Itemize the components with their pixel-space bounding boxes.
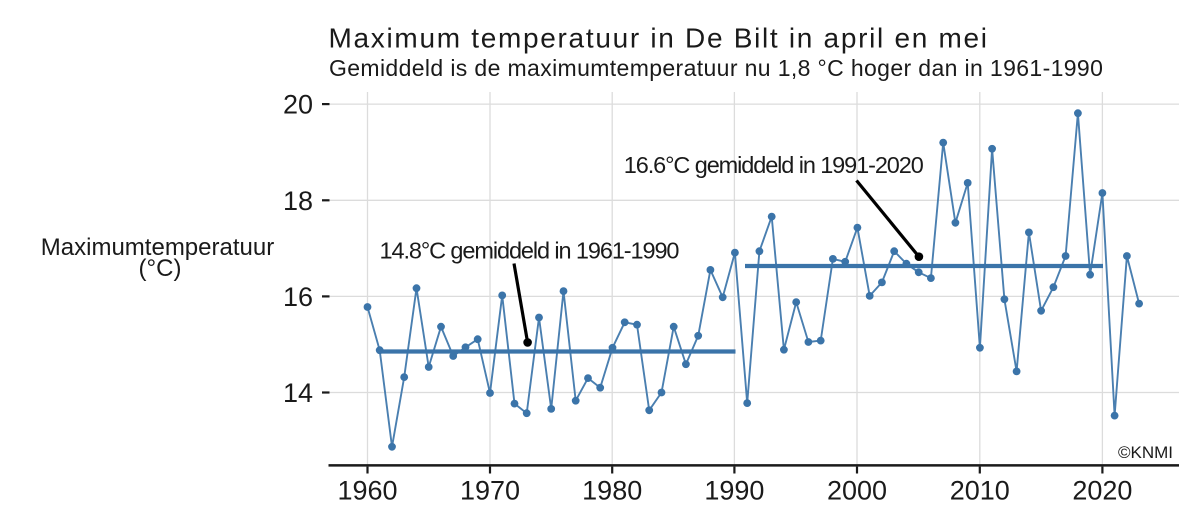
svg-text:1990: 1990 [704, 476, 764, 506]
svg-text:Gemiddeld is de maximumtempera: Gemiddeld is de maximumtemperatuur nu 1,… [329, 55, 1103, 81]
svg-text:(°C): (°C) [139, 255, 182, 282]
svg-text:2020: 2020 [1072, 476, 1132, 506]
svg-text:2010: 2010 [950, 476, 1010, 506]
svg-text:18: 18 [283, 186, 313, 216]
svg-text:16: 16 [283, 282, 313, 312]
svg-text:2000: 2000 [827, 476, 887, 506]
svg-text:14: 14 [283, 378, 313, 408]
svg-text:1970: 1970 [460, 476, 520, 506]
svg-text:1960: 1960 [337, 476, 397, 506]
svg-text:Maximumtemperatuur: Maximumtemperatuur [41, 234, 274, 261]
svg-text:©KNMI: ©KNMI [1118, 443, 1173, 462]
svg-text:20: 20 [283, 90, 313, 120]
svg-text:1980: 1980 [582, 476, 642, 506]
svg-text:16.6°C gemiddeld in 1991-2020: 16.6°C gemiddeld in 1991-2020 [624, 152, 924, 178]
svg-text:Maximum temperatuur in De Bilt: Maximum temperatuur in De Bilt in april … [329, 22, 989, 53]
svg-text:14.8°C gemiddeld in 1961-1990: 14.8°C gemiddeld in 1961-1990 [380, 238, 680, 264]
